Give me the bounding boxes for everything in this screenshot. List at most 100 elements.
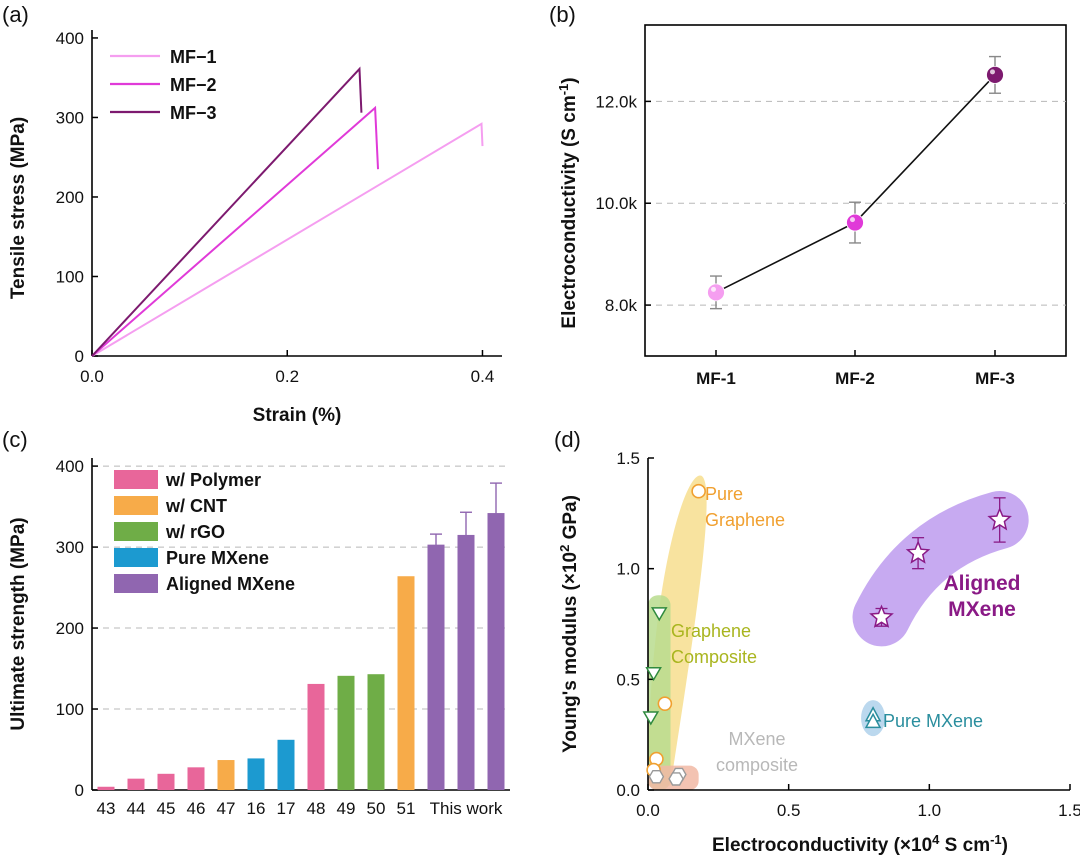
bar: [277, 739, 295, 790]
point-highlight: [711, 286, 716, 292]
x-tick-label: 1.0: [918, 801, 942, 820]
bar: [247, 758, 265, 790]
data-point: [642, 711, 660, 726]
x-tick-label: 46: [187, 799, 206, 818]
group-label: Graphene: [705, 510, 785, 530]
x-tick-label: 45: [157, 799, 176, 818]
x-tick-label: 0.5: [777, 801, 801, 820]
bar: [337, 675, 355, 790]
group-label: MXene: [948, 598, 1016, 621]
bar: [367, 674, 385, 790]
legend-label: w/ Polymer: [165, 470, 261, 490]
bar: [487, 513, 505, 790]
data-point: [668, 772, 684, 786]
bar: [157, 773, 175, 790]
x-tick-label: MF-3: [975, 369, 1015, 388]
group-label: Composite: [671, 647, 757, 667]
legend-label: w/ rGO: [165, 522, 225, 542]
bar: [97, 786, 115, 790]
group-label: composite: [716, 755, 798, 775]
y-tick-label: 300: [56, 108, 84, 127]
legend-swatch: [114, 548, 158, 567]
panel-a-label: (a): [2, 2, 29, 27]
panel-a-series: [91, 66, 484, 357]
data-point: [707, 283, 725, 302]
panel-a-ticks: 0 100 200 300 400 0.0 0.2 0.4: [56, 29, 495, 386]
y-tick-label: 0: [75, 347, 84, 366]
panel-d-ticks: 0.0 0.5 1.0 1.5 0.0 0.5 1.0 1.5: [616, 449, 1080, 820]
x-tick-label: MF-2: [835, 369, 875, 388]
series-line: [91, 66, 363, 357]
panel-c-ticks: 0 100 200 300 400 43 44 45 46 47 16 17 48 49 50 51 This …: [56, 457, 503, 818]
region-aligned-mxene: [852, 490, 1029, 647]
legend-swatch: [114, 522, 158, 541]
y-tick-label: 8.0k: [605, 296, 638, 315]
x-tick-label: 0.2: [275, 367, 299, 386]
panel-b-label: (b): [549, 2, 576, 27]
bar: [307, 683, 325, 790]
panel-b-y-title: Electroconductivity (S cm-1): [556, 77, 580, 328]
data-point: [905, 540, 931, 564]
panel-a-x-title: Strain (%): [253, 405, 342, 426]
data-point: [869, 604, 894, 628]
y-tick-label: 300: [56, 538, 84, 557]
data-point: [864, 712, 882, 729]
panel-b-ticks: 8.0k 10.0k 12.0k MF-1 MF-2 MF-3: [595, 92, 1014, 388]
bar: [127, 778, 145, 790]
region-graphene-composite: [648, 595, 671, 790]
data-point: [691, 483, 706, 499]
x-tick-label: 0.4: [471, 367, 495, 386]
bar: [427, 544, 445, 790]
data-point: [650, 607, 668, 622]
panel-c-legend: w/ Polymer w/ CNT w/ rGO Pure MXene Aligned …: [114, 470, 295, 594]
y-tick-label: 0: [75, 781, 84, 800]
x-tick-label: 0.0: [636, 801, 660, 820]
y-tick-label: 100: [56, 700, 84, 719]
panel-d-points: [642, 483, 1012, 786]
group-label: MXene: [728, 729, 785, 749]
y-tick-label: 100: [56, 267, 84, 286]
panel-c: (c) 0 100 200 300 400 43 44 45 46 47 16 17 48 49 50 51 T…: [2, 427, 510, 818]
group-label: Pure: [705, 484, 743, 504]
group-label: Graphene: [671, 621, 751, 641]
panel-c-grid: [92, 465, 510, 710]
panel-d-group-labels: Pure Graphene Graphene Composite MXene compos…: [671, 484, 1021, 775]
x-tick-label: 50: [367, 799, 386, 818]
legend-label: w/ CNT: [165, 496, 227, 516]
legend-label: MF−1: [170, 47, 217, 67]
bar: [217, 760, 235, 790]
x-tick-label: 43: [97, 799, 116, 818]
x-tick-label: 1.5: [1058, 801, 1080, 820]
panel-d-x-title: Electroconductivity (×104 S cm-1): [712, 832, 1008, 856]
panel-b-series: [707, 55, 1004, 310]
y-tick-label: 400: [56, 457, 84, 476]
data-point: [987, 507, 1012, 531]
panel-a-y-title: Tensile stress (MPa): [8, 117, 29, 299]
y-tick-label: 1.5: [616, 449, 640, 468]
data-point: [986, 66, 1004, 84]
panel-c-y-title: Ultimate strength (MPa): [8, 517, 29, 730]
bar: [187, 767, 205, 790]
data-point: [657, 696, 673, 711]
point-highlight: [850, 217, 855, 223]
bar: [397, 576, 415, 790]
x-tick-label: 16: [247, 799, 266, 818]
y-tick-label: 0.0: [616, 781, 640, 800]
legend-swatch: [114, 496, 158, 515]
series-line: [91, 105, 380, 357]
x-tick-label: 0.0: [80, 367, 104, 386]
x-tick-label: 51: [397, 799, 416, 818]
y-tick-label: 200: [56, 619, 84, 638]
legend-label: MF−3: [170, 103, 217, 123]
y-tick-label: 12.0k: [595, 92, 637, 111]
legend-label: Pure MXene: [166, 548, 269, 568]
bar: [457, 534, 475, 790]
data-point: [846, 213, 864, 232]
panel-d-label: (d): [554, 427, 581, 452]
x-tick-label: 47: [217, 799, 236, 818]
y-tick-label: 400: [56, 29, 84, 48]
panel-c-label: (c): [2, 427, 28, 452]
x-tick-label: MF-1: [696, 369, 736, 388]
y-tick-label: 0.5: [616, 670, 640, 689]
